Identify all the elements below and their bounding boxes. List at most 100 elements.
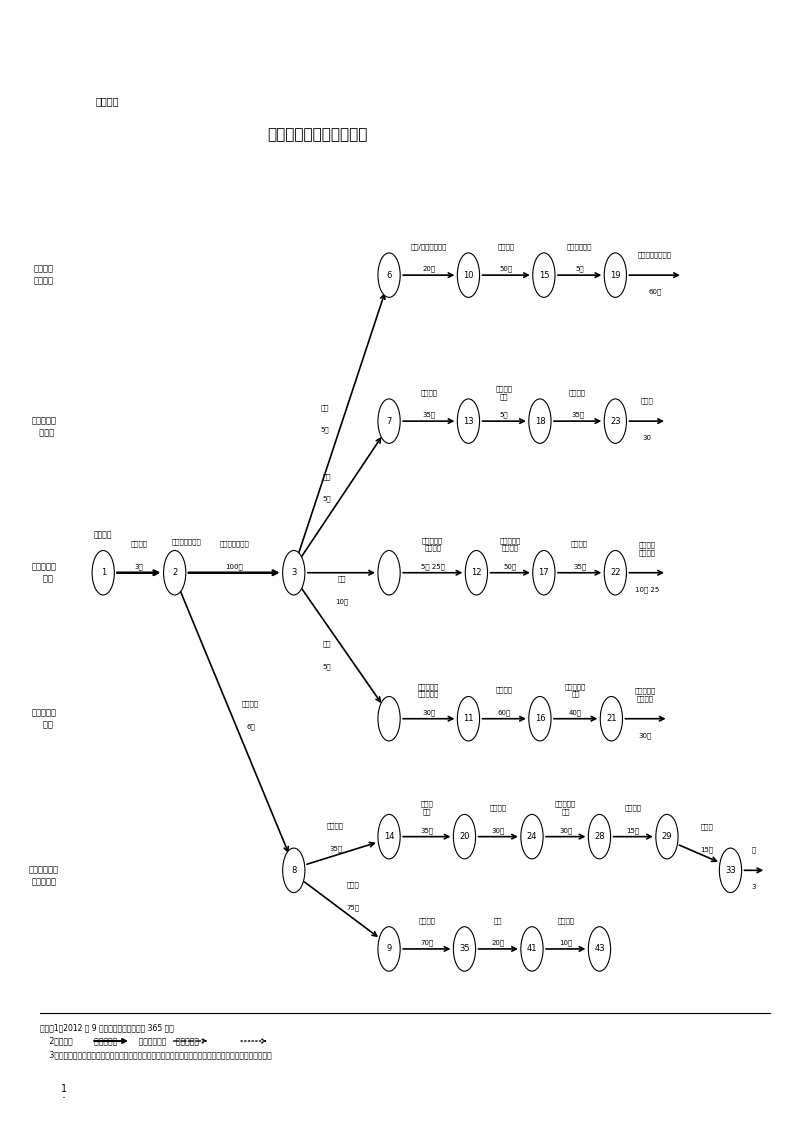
Text: 30: 30 bbox=[642, 435, 651, 440]
Text: 33: 33 bbox=[725, 866, 736, 875]
Text: 施工准备: 施工准备 bbox=[130, 541, 148, 547]
Text: 35: 35 bbox=[459, 944, 470, 953]
Text: 5天: 5天 bbox=[322, 664, 331, 669]
Text: 23: 23 bbox=[610, 417, 621, 426]
Text: 消防报警
系统安装: 消防报警 系统安装 bbox=[33, 265, 54, 285]
Ellipse shape bbox=[465, 550, 488, 595]
Text: 1: 1 bbox=[60, 1085, 67, 1094]
Text: 7: 7 bbox=[387, 417, 391, 426]
Ellipse shape bbox=[521, 814, 543, 859]
Text: 防火门、防火
卷帘门安装: 防火门、防火 卷帘门安装 bbox=[29, 866, 59, 886]
Text: 41: 41 bbox=[526, 944, 538, 953]
Text: 24: 24 bbox=[526, 832, 538, 841]
Text: 测量: 测量 bbox=[337, 576, 345, 582]
Text: 安装边框: 安装边框 bbox=[327, 822, 344, 829]
Text: 1: 1 bbox=[101, 568, 106, 577]
Ellipse shape bbox=[378, 253, 400, 298]
Ellipse shape bbox=[600, 696, 622, 741]
Text: 配管配线: 配管配线 bbox=[420, 390, 437, 395]
Ellipse shape bbox=[588, 814, 611, 859]
Text: 20: 20 bbox=[459, 832, 470, 841]
Text: 定位划线: 定位划线 bbox=[242, 701, 259, 707]
Ellipse shape bbox=[378, 399, 400, 444]
Text: 组装、固定
门体: 组装、固定 门体 bbox=[555, 801, 576, 815]
Text: 22: 22 bbox=[610, 568, 621, 577]
Text: 35天: 35天 bbox=[420, 828, 434, 833]
Ellipse shape bbox=[92, 550, 114, 595]
Text: 冲洗、试
压、油漆: 冲洗、试 压、油漆 bbox=[638, 541, 655, 556]
Text: 安装卷轴: 安装卷轴 bbox=[490, 805, 507, 811]
Text: 调试: 调试 bbox=[494, 917, 503, 923]
Text: 测量: 测量 bbox=[322, 641, 331, 647]
Text: 13: 13 bbox=[463, 417, 474, 426]
Text: 配合预留、预埋: 配合预留、预埋 bbox=[219, 541, 249, 547]
Text: 测量: 测量 bbox=[321, 404, 329, 411]
Text: 30天: 30天 bbox=[559, 828, 572, 833]
Text: 施工准备: 施工准备 bbox=[94, 530, 113, 539]
Text: 支架、管道
试压安装: 支架、管道 试压安装 bbox=[499, 537, 521, 551]
Text: 装卷帘
门机: 装卷帘 门机 bbox=[420, 801, 434, 815]
Text: 消防水系统
   安装: 消防水系统 安装 bbox=[31, 563, 56, 583]
Text: 100天: 100天 bbox=[225, 564, 243, 569]
Text: 50天: 50天 bbox=[499, 266, 513, 272]
Ellipse shape bbox=[719, 848, 742, 893]
Text: 风管制作: 风管制作 bbox=[495, 687, 513, 693]
Ellipse shape bbox=[378, 814, 400, 859]
Ellipse shape bbox=[457, 696, 480, 741]
Text: 5天: 5天 bbox=[576, 266, 584, 272]
Ellipse shape bbox=[656, 814, 678, 859]
Text: 预留/预埋管道清理: 预留/预埋管道清理 bbox=[410, 244, 447, 249]
Text: 30天: 30天 bbox=[491, 828, 505, 833]
Text: 5天 25天: 5天 25天 bbox=[421, 564, 445, 569]
Ellipse shape bbox=[378, 696, 400, 741]
Ellipse shape bbox=[453, 814, 476, 859]
Text: 9: 9 bbox=[387, 944, 391, 953]
Text: 28: 28 bbox=[594, 832, 605, 841]
Text: 说明：1、2012 年 9 月开工，施工日历工期 365 天。: 说明：1、2012 年 9 月开工，施工日历工期 365 天。 bbox=[40, 1023, 174, 1032]
Text: 5天: 5天 bbox=[500, 412, 508, 418]
Text: 12: 12 bbox=[471, 568, 482, 577]
Text: 11: 11 bbox=[463, 714, 474, 723]
Text: 装限位器: 装限位器 bbox=[625, 805, 642, 811]
Text: 风管及支架
安装: 风管及支架 安装 bbox=[565, 683, 586, 697]
Text: 试运转: 试运转 bbox=[700, 823, 713, 830]
Ellipse shape bbox=[529, 696, 551, 741]
Text: 5天: 5天 bbox=[322, 495, 331, 502]
Ellipse shape bbox=[453, 926, 476, 971]
Text: 10: 10 bbox=[463, 271, 474, 280]
Text: 灯具安装: 灯具安装 bbox=[569, 390, 586, 395]
Text: 14: 14 bbox=[384, 832, 395, 841]
Text: 20天: 20天 bbox=[491, 940, 505, 946]
Text: 15天: 15天 bbox=[626, 828, 640, 833]
Text: 交工验收: 交工验收 bbox=[557, 917, 574, 923]
Text: 应急照明系
  统安装: 应急照明系 统安装 bbox=[31, 417, 56, 437]
Text: 17: 17 bbox=[538, 568, 549, 577]
Text: 75天: 75天 bbox=[346, 904, 359, 911]
Text: 探测器等设备安装: 探测器等设备安装 bbox=[638, 252, 672, 258]
Ellipse shape bbox=[164, 550, 186, 595]
Text: 6天: 6天 bbox=[246, 723, 255, 730]
Text: 装: 装 bbox=[752, 847, 756, 853]
Text: 2: 2 bbox=[172, 568, 177, 577]
Text: 29: 29 bbox=[661, 832, 673, 841]
Text: 设备开箱
检查: 设备开箱 检查 bbox=[495, 385, 513, 400]
Text: 6: 6 bbox=[387, 271, 391, 280]
Ellipse shape bbox=[457, 253, 480, 298]
Text: 35天: 35天 bbox=[422, 412, 435, 418]
Text: 15天: 15天 bbox=[700, 846, 714, 852]
Text: 配合预留、预埋: 配合预留、预埋 bbox=[172, 538, 202, 545]
Text: 2、图例：         关键线路，         非关键线路，    逻辑线路。: 2、图例： 关键线路， 非关键线路， 逻辑线路。 bbox=[40, 1037, 198, 1046]
Text: 30天: 30天 bbox=[422, 710, 435, 715]
Text: 30天: 30天 bbox=[639, 732, 652, 739]
Text: ·: · bbox=[61, 1092, 66, 1105]
Text: 3、由于未提供土建进度计划，本计划为理论性进度计划，安装工程必须与土建密切配合，确保总施工进度。: 3、由于未提供土建进度计划，本计划为理论性进度计划，安装工程必须与土建密切配合，… bbox=[40, 1050, 272, 1059]
Text: 35天: 35天 bbox=[329, 844, 342, 851]
Text: 60天: 60天 bbox=[498, 710, 511, 715]
Text: 21: 21 bbox=[606, 714, 617, 723]
Text: 35天: 35天 bbox=[573, 564, 586, 569]
Text: 工程名称: 工程名称 bbox=[95, 97, 119, 106]
Ellipse shape bbox=[378, 550, 400, 595]
Text: 5天: 5天 bbox=[321, 427, 329, 433]
Text: 防排烟系统
   安装: 防排烟系统 安装 bbox=[31, 709, 56, 729]
Ellipse shape bbox=[588, 926, 611, 971]
